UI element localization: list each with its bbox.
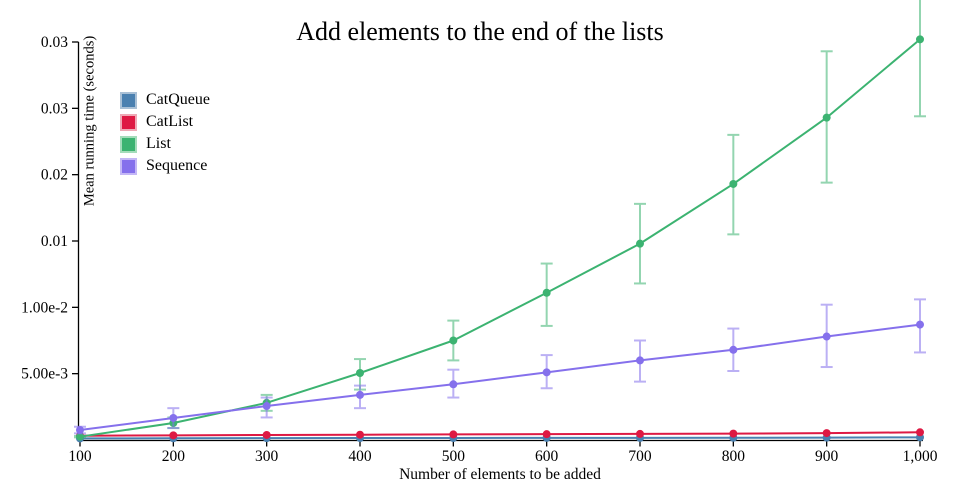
legend-label-list: List xyxy=(146,135,171,152)
svg-text:0.03: 0.03 xyxy=(41,100,68,117)
legend-swatch-catqueue xyxy=(120,91,137,109)
legend-item-list: List xyxy=(120,133,210,155)
legend-label-catqueue: CatQueue xyxy=(146,91,210,108)
svg-text:0.03: 0.03 xyxy=(41,34,68,51)
svg-text:300: 300 xyxy=(255,448,279,465)
legend-swatch-catlist xyxy=(120,113,137,131)
svg-text:100: 100 xyxy=(68,448,92,465)
svg-text:1.00e-2: 1.00e-2 xyxy=(21,299,68,316)
svg-text:800: 800 xyxy=(722,448,746,465)
legend-item-sequence: Sequence xyxy=(120,155,210,177)
y-axis-label: Mean running time (seconds) xyxy=(81,35,98,207)
svg-text:200: 200 xyxy=(162,448,186,465)
legend: CatQueue CatList List Sequence xyxy=(120,89,210,177)
chart-title: Add elements to the end of the lists xyxy=(296,17,664,46)
legend-item-catqueue: CatQueue xyxy=(120,89,210,111)
legend-swatch-sequence xyxy=(120,157,137,175)
svg-text:600: 600 xyxy=(535,448,559,465)
x-axis-label: Number of elements to be added xyxy=(399,466,601,483)
svg-text:0.02: 0.02 xyxy=(41,167,68,184)
svg-text:1,000: 1,000 xyxy=(903,448,938,465)
svg-text:500: 500 xyxy=(442,448,466,465)
svg-text:5.00e-3: 5.00e-3 xyxy=(21,366,68,383)
legend-label-catlist: CatList xyxy=(146,113,194,130)
legend-swatch-list xyxy=(120,135,137,153)
svg-text:900: 900 xyxy=(815,448,839,465)
legend-item-catlist: CatList xyxy=(120,111,210,133)
svg-text:0.01: 0.01 xyxy=(41,233,68,250)
svg-text:400: 400 xyxy=(348,448,372,465)
legend-label-sequence: Sequence xyxy=(146,157,208,174)
svg-text:700: 700 xyxy=(628,448,652,465)
